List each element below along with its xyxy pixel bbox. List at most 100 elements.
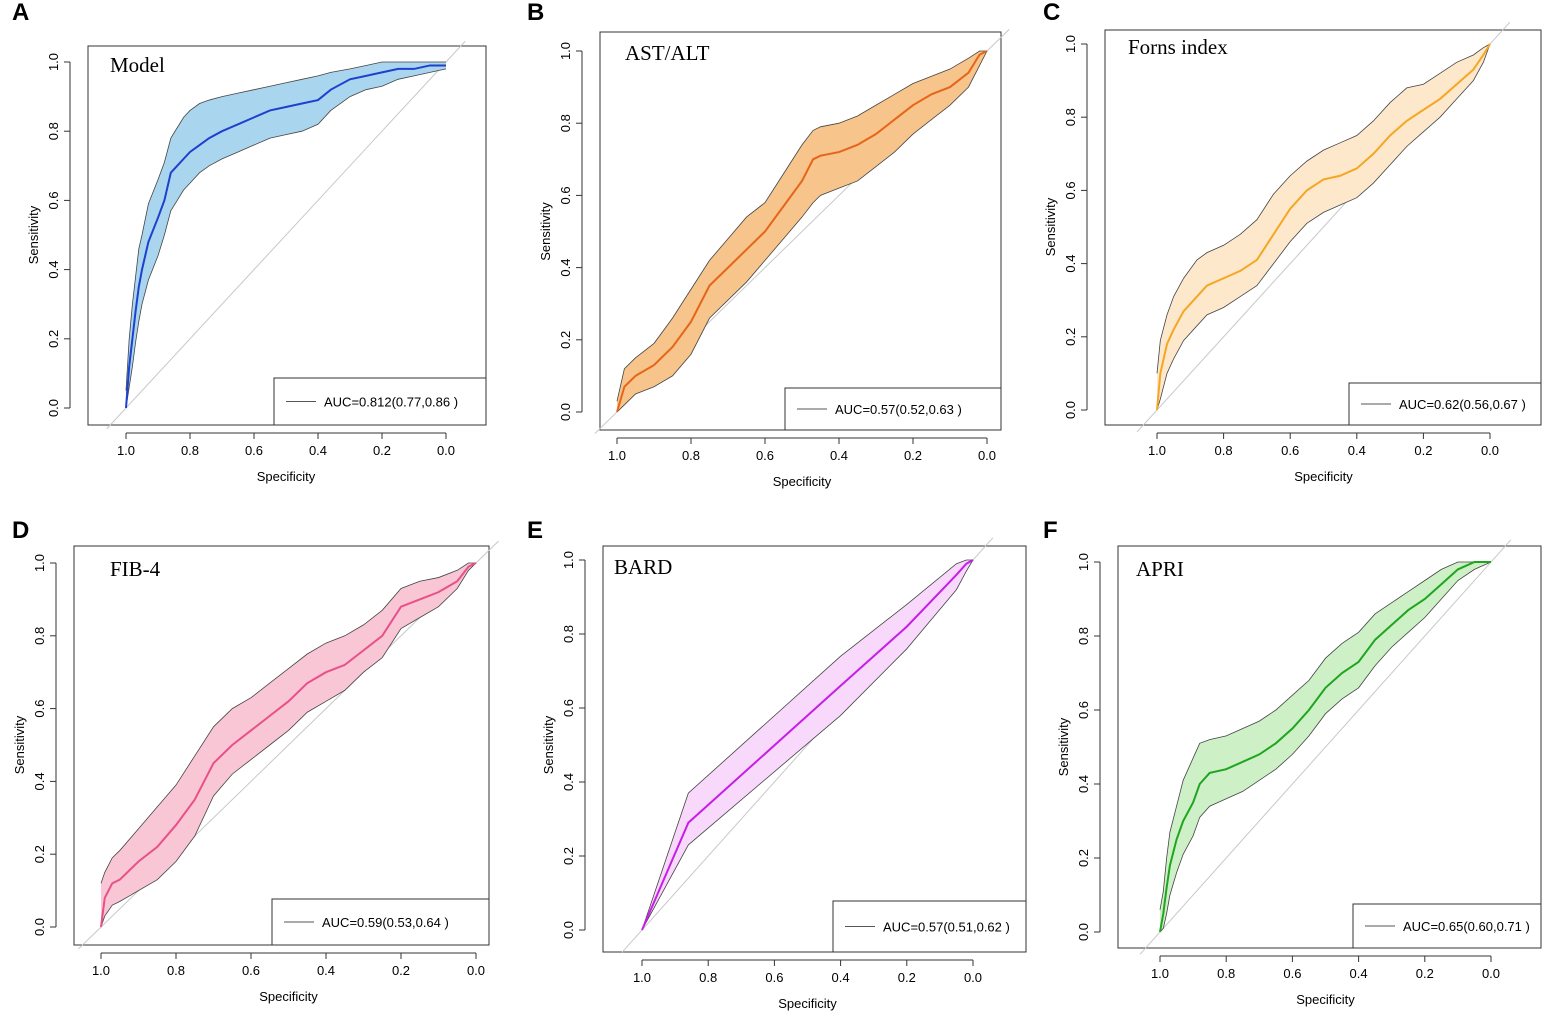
panel-title: Model (110, 53, 165, 77)
confidence-lower-line (100, 562, 477, 928)
panel-letter: F (1043, 517, 1058, 544)
y-axis-label: Sensitivity (26, 205, 41, 264)
x-tick-label: 1.0 (117, 443, 135, 458)
y-tick-label: 0.8 (558, 114, 573, 132)
x-axis-label: Specificity (1294, 469, 1353, 484)
x-tick-label: 0.6 (1283, 966, 1301, 981)
panel-title: BARD (614, 555, 672, 579)
plot-frame (602, 545, 1027, 953)
y-axis-label: Sensitivity (541, 715, 556, 774)
x-tick-label: 0.0 (467, 963, 485, 978)
x-tick-label: 0.2 (1414, 443, 1432, 458)
x-tick-label: 0.4 (832, 970, 850, 985)
panel-letter: B (527, 0, 544, 26)
y-tick-label: 0.6 (1076, 701, 1091, 719)
roc-panel-e: 0.0 0.2 0.4 0.6 0.8 1.0 1.0 0.8 0.6 0.4 0.2 0.0 Spec… (527, 517, 1027, 1011)
x-tick-label: 0.4 (1348, 443, 1366, 458)
y-tick-label: 1.0 (32, 554, 47, 572)
x-tick-label: 0.0 (1482, 966, 1500, 981)
confidence-lower-line (1156, 43, 1491, 411)
legend-label: AUC=0.59(0.53,0.64 ) (322, 915, 449, 930)
y-tick-label: 0.8 (1063, 108, 1078, 126)
y-tick-label: 0.6 (561, 699, 576, 717)
x-tick-label: 1.0 (608, 448, 626, 463)
x-axis-label: Specificity (259, 989, 318, 1004)
confidence-upper-line (100, 562, 476, 884)
y-tick-label: 0.8 (32, 627, 47, 645)
y-tick-label: 0.6 (1063, 181, 1078, 199)
y-tick-label: 1.0 (561, 551, 576, 569)
y-tick-label: 1.0 (1076, 553, 1091, 571)
confidence-lower-line (616, 50, 988, 413)
x-axis-label: Specificity (778, 996, 837, 1011)
x-axis-label: Specificity (257, 469, 316, 484)
y-axis-label: Sensitivity (538, 202, 553, 261)
confidence-lower-line (641, 559, 974, 931)
confidence-band (1160, 562, 1491, 932)
y-tick-label: 0.0 (558, 403, 573, 421)
y-tick-label: 0.4 (32, 772, 47, 790)
x-tick-label: 1.0 (1151, 966, 1169, 981)
y-tick-label: 1.0 (1063, 35, 1078, 53)
panel-letter: E (527, 517, 543, 544)
confidence-upper-line (616, 50, 987, 402)
x-tick-label: 1.0 (1148, 443, 1166, 458)
panel-title: AST/ALT (625, 41, 710, 65)
y-tick-label: 0.6 (32, 700, 47, 718)
panel-letter: D (12, 517, 29, 544)
legend-label: AUC=0.65(0.60,0.71 ) (1403, 919, 1530, 934)
roc-curve (1156, 43, 1491, 411)
roc-panel-b: 0.0 0.2 0.4 0.6 0.8 1.0 1.0 0.8 0.6 0.4 0.2 0.0 Spec… (527, 0, 1010, 489)
roc-curve (641, 559, 974, 931)
confidence-band (126, 62, 446, 408)
x-axis-label: Specificity (773, 474, 832, 489)
x-tick-label: 0.4 (317, 963, 335, 978)
roc-panel-c: 0.0 0.2 0.4 0.6 0.8 1.0 1.0 0.8 0.6 0.4 0.2 0.0 Spec… (1043, 0, 1542, 484)
x-tick-label: 0.4 (830, 448, 848, 463)
y-tick-label: 0.2 (561, 847, 576, 865)
panel-title: APRI (1136, 557, 1184, 581)
x-tick-label: 1.0 (633, 970, 651, 985)
y-tick-label: 0.8 (1076, 627, 1091, 645)
diagonal-reference-line (106, 40, 466, 430)
y-tick-label: 0.4 (561, 773, 576, 791)
roc-panel-f: 0.0 0.2 0.4 0.6 0.8 1.0 1.0 0.8 0.6 0.4 0.2 0.0 Spec… (1043, 517, 1542, 1007)
x-tick-label: 0.8 (1217, 966, 1235, 981)
y-tick-label: 0.0 (32, 918, 47, 936)
x-tick-label: 0.0 (437, 443, 455, 458)
roc-curve (1159, 561, 1491, 933)
confidence-lower-line (125, 68, 447, 409)
y-axis-label: Sensitivity (12, 715, 27, 774)
legend-label: AUC=0.62(0.56,0.67 ) (1399, 397, 1526, 412)
x-tick-label: 0.2 (392, 963, 410, 978)
legend-label: AUC=0.57(0.52,0.63 ) (835, 402, 962, 417)
y-tick-label: 0.0 (1076, 923, 1091, 941)
plot-frame (1104, 29, 1542, 426)
y-tick-label: 0.8 (561, 625, 576, 643)
y-tick-label: 0.4 (558, 259, 573, 277)
x-tick-label: 0.2 (898, 970, 916, 985)
panel-letter: C (1043, 0, 1060, 26)
y-tick-label: 0.6 (46, 191, 61, 209)
confidence-upper-line (1159, 561, 1491, 910)
legend-label: AUC=0.57(0.51,0.62 ) (883, 920, 1010, 935)
panel-letter: A (12, 0, 29, 26)
y-tick-label: 0.6 (558, 186, 573, 204)
panel-title: FIB-4 (110, 557, 161, 581)
y-tick-label: 0.2 (32, 845, 47, 863)
roc-curve (125, 64, 446, 409)
confidence-band (642, 560, 973, 930)
x-tick-label: 0.8 (167, 963, 185, 978)
x-tick-label: 0.8 (181, 443, 199, 458)
x-tick-label: 0.6 (242, 963, 260, 978)
panel-title: Forns index (1128, 35, 1228, 59)
x-tick-label: 0.2 (1416, 966, 1434, 981)
y-tick-label: 0.2 (558, 331, 573, 349)
x-tick-label: 0.0 (978, 448, 996, 463)
roc-curve (616, 50, 988, 413)
roc-panel-d: 0.0 0.2 0.4 0.6 0.8 1.0 1.0 0.8 0.6 0.4 0.2 0.0 Spec… (12, 517, 499, 1004)
x-tick-label: 0.6 (245, 443, 263, 458)
plot-frame (1117, 545, 1542, 949)
y-tick-label: 0.0 (1063, 401, 1078, 419)
legend-label: AUC=0.812(0.77,0.86 ) (324, 395, 458, 410)
